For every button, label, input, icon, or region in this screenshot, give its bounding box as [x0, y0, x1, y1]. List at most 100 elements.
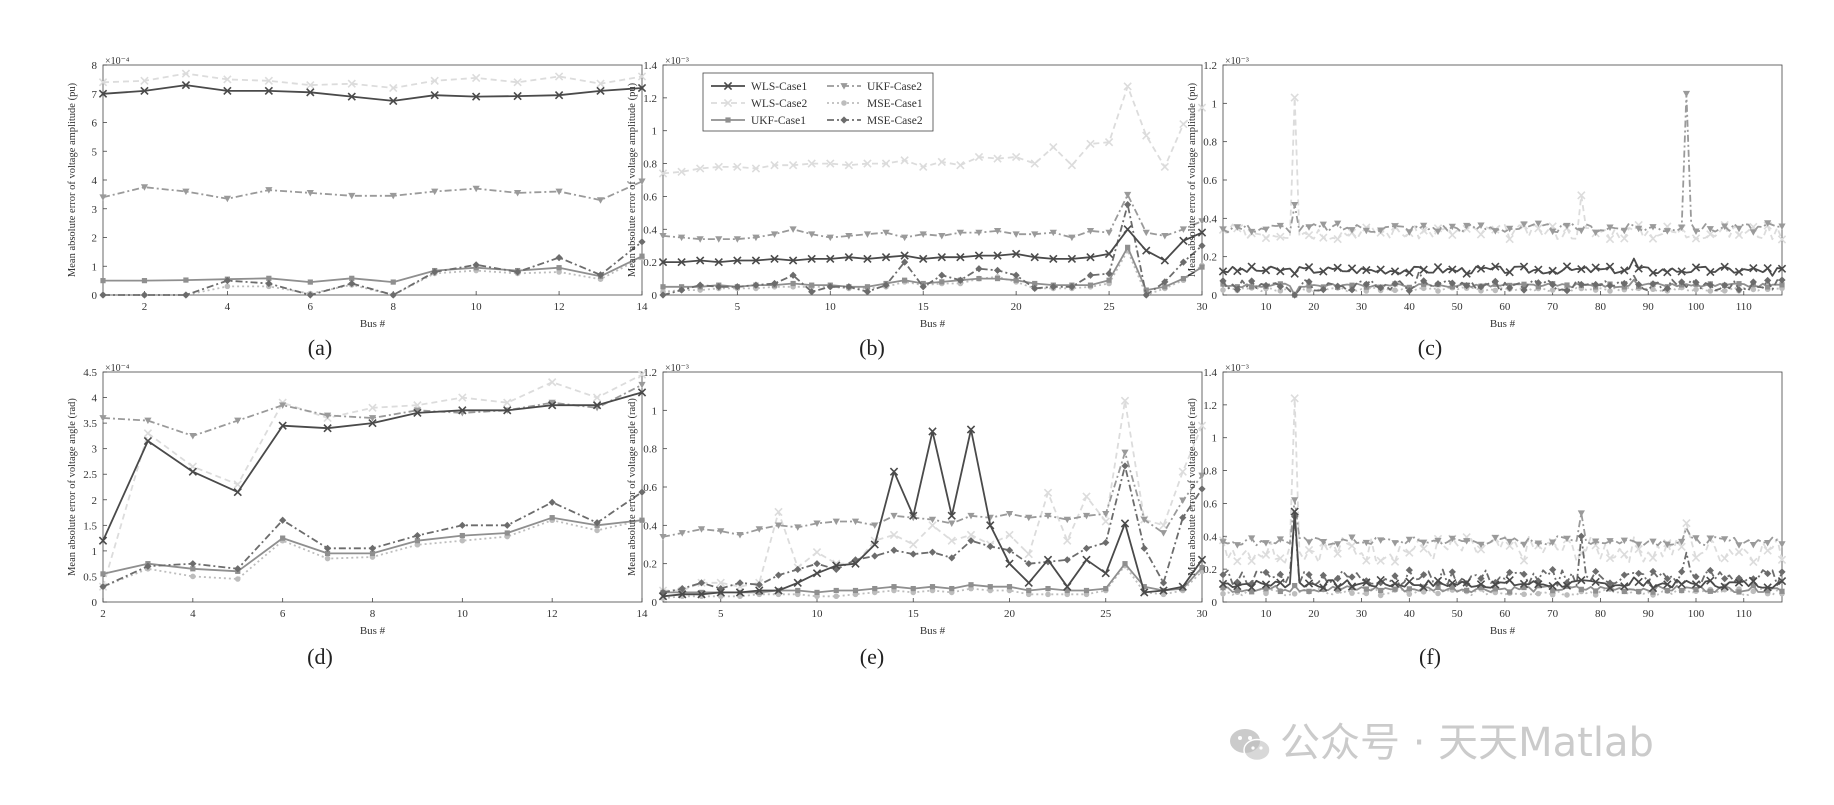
x-tick-label: 6 — [280, 608, 286, 620]
point-wls-case1 — [1720, 262, 1729, 271]
point-mse-case1 — [1291, 590, 1298, 597]
point-ukf-case1 — [1277, 588, 1283, 595]
point-ukf-case2 — [840, 83, 848, 90]
x-tick-label: 30 — [1197, 608, 1209, 620]
point-ukf-case2 — [948, 520, 956, 528]
legend: WLS-Case1 UKF-Case2 WLS-Case2 MSE-Case1 UKF-… — [702, 72, 934, 132]
point-wls-case2 — [306, 80, 315, 90]
point-ukf-case1 — [1449, 284, 1455, 290]
point-wls-case1 — [368, 418, 377, 428]
point-ukf-case1 — [1143, 287, 1149, 293]
series-line-wls-case1 — [1222, 510, 1783, 589]
point-mse-case2 — [1140, 544, 1148, 552]
point-mse-case2 — [1142, 291, 1150, 299]
point-ukf-case2 — [265, 187, 273, 194]
series-line-wls-case2 — [663, 399, 1203, 592]
axis-multiplier: ×10⁻³ — [665, 56, 689, 67]
point-mse-case1 — [1435, 288, 1441, 294]
point-mse-case1 — [1277, 287, 1284, 294]
y-tick-label: 0.4 — [643, 520, 657, 532]
point-ukf-case2 — [851, 518, 860, 526]
point-mse-case2 — [472, 261, 480, 269]
axes: 0 0.2 0.4 0.6 0.8 1 1.2 10 20 30 40 50 60 70 80 90 100 11… — [1187, 56, 1783, 330]
point-wls-case1 — [1663, 268, 1672, 277]
point-ukf-case2 — [901, 234, 909, 242]
series-ukf-case2 — [99, 178, 646, 204]
x-tick-label: 12 — [547, 608, 558, 620]
point-wls-case2 — [1024, 549, 1033, 559]
point-mse-case2 — [1663, 575, 1671, 583]
point-ukf-case1 — [852, 587, 859, 594]
point-mse-case2 — [140, 291, 149, 299]
point-ukf-case1 — [976, 275, 982, 282]
point-wls-case1 — [770, 254, 779, 264]
series-line-wls-case2 — [662, 85, 1203, 175]
x-tick-label: 110 — [1736, 301, 1753, 313]
point-ukf-case1 — [549, 515, 555, 521]
point-wls-case1 — [832, 561, 841, 570]
point-wls-case1 — [947, 511, 956, 520]
point-ukf-case2 — [1142, 229, 1150, 237]
point-ukf-case2 — [1649, 224, 1657, 231]
point-wls-case1 — [723, 81, 733, 91]
point-mse-case1 — [1420, 589, 1427, 595]
point-wls-case2 — [1634, 544, 1643, 554]
legend-label: WLS-Case1 — [751, 81, 807, 93]
point-mse-case2 — [1678, 278, 1686, 286]
y-tick-label: 4.5 — [83, 367, 97, 379]
y-axis-label: Mean absolute error of voltage amplitude… — [1187, 82, 1198, 277]
series-line-mse-case1 — [662, 249, 1203, 296]
point-wls-case1 — [1476, 580, 1486, 589]
series-wls-case1 — [98, 80, 647, 106]
y-tick-label: 4 — [92, 393, 98, 405]
point-wls-case1 — [807, 254, 816, 264]
y-tick-label: 0.5 — [83, 571, 97, 583]
x-tick-label: 10 — [812, 608, 824, 620]
series-ukf-case2 — [1219, 497, 1786, 549]
point-ukf-case1 — [1521, 281, 1527, 287]
y-tick-label: 1 — [652, 126, 658, 138]
point-wls-case2 — [1197, 421, 1207, 430]
wechat-icon — [1230, 729, 1271, 762]
series-line-mse-case1 — [662, 564, 1203, 600]
x-tick-label: 20 — [1004, 608, 1016, 620]
point-mse-case2 — [1334, 282, 1342, 290]
point-mse-case2 — [548, 498, 556, 506]
point-mse-case2 — [1248, 580, 1256, 588]
point-ukf-case1 — [1162, 284, 1168, 290]
point-wls-case1 — [900, 251, 909, 260]
y-tick-label: 1 — [92, 261, 98, 273]
point-mse-case2 — [1319, 286, 1327, 294]
y-tick-label: 1 — [1212, 433, 1218, 445]
point-mse-case1 — [324, 555, 331, 562]
y-tick-label: 3.5 — [83, 418, 97, 430]
point-mse-case1 — [833, 593, 840, 600]
point-mse-case2 — [1491, 277, 1499, 285]
point-ukf-case1 — [1083, 587, 1090, 594]
point-mse-case2 — [223, 277, 231, 285]
point-ukf-case2 — [919, 231, 927, 238]
point-wls-case1 — [1233, 581, 1242, 591]
point-ukf-case2 — [1721, 536, 1729, 543]
point-ukf-case1 — [1707, 588, 1713, 594]
point-wls-case1 — [1218, 267, 1228, 276]
point-mse-case1 — [1492, 287, 1499, 294]
point-ukf-case2 — [140, 184, 149, 191]
series-line-mse-case2 — [1222, 515, 1783, 587]
legend-item-wls-case1: WLS-Case1 — [711, 81, 807, 93]
y-tick-label: 0.8 — [643, 159, 657, 171]
point-ukf-case2 — [1764, 220, 1772, 227]
point-ukf-case2 — [1448, 223, 1456, 231]
point-mse-case2 — [1049, 283, 1057, 291]
point-ukf-case2 — [1635, 541, 1643, 549]
point-wls-case1 — [774, 586, 783, 595]
point-mse-case2 — [593, 519, 601, 527]
point-ukf-case2 — [736, 532, 744, 539]
point-wls-case1 — [1011, 249, 1021, 259]
point-ukf-case2 — [1334, 220, 1342, 228]
point-ukf-case2 — [770, 231, 779, 238]
point-mse-case2 — [413, 531, 422, 540]
point-ukf-case1 — [369, 550, 376, 557]
legend-item-ukf-case2: UKF-Case2 — [827, 81, 922, 93]
legend-box — [702, 72, 934, 132]
